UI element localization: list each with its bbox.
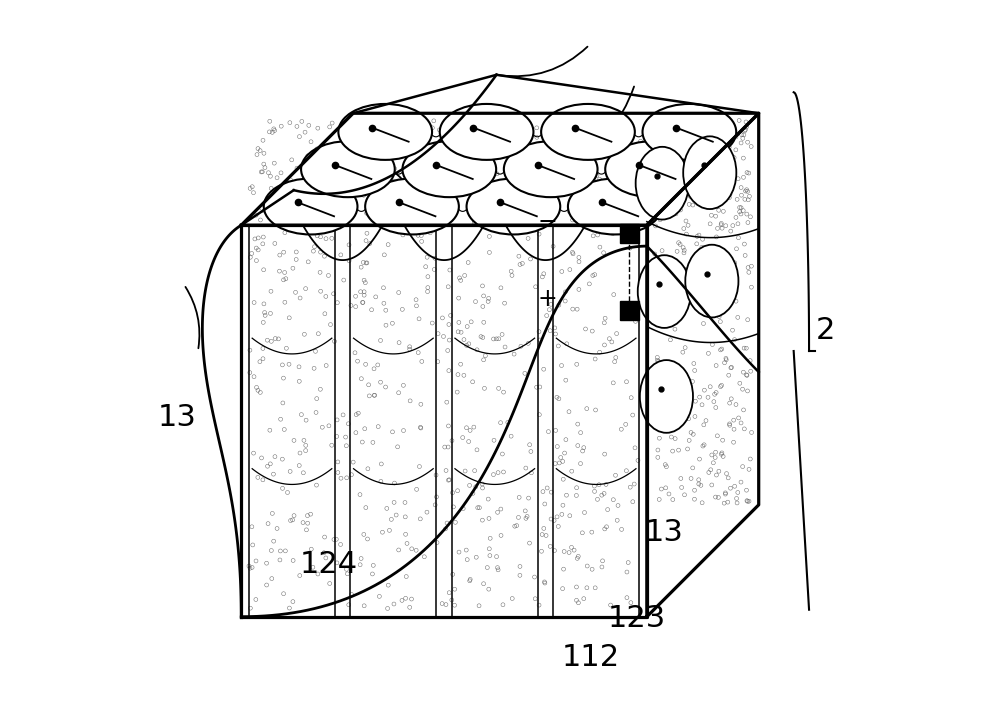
Text: +: + <box>538 286 557 310</box>
Ellipse shape <box>638 256 691 328</box>
Ellipse shape <box>264 178 357 234</box>
Text: 112: 112 <box>562 643 620 672</box>
Text: 2: 2 <box>815 315 835 345</box>
Ellipse shape <box>605 141 699 197</box>
Ellipse shape <box>636 147 689 220</box>
Ellipse shape <box>440 104 533 160</box>
Bar <box>620 224 639 244</box>
Ellipse shape <box>685 245 738 317</box>
Ellipse shape <box>301 141 395 197</box>
Ellipse shape <box>467 178 560 234</box>
Text: 124: 124 <box>300 550 358 578</box>
Ellipse shape <box>640 360 693 433</box>
Ellipse shape <box>365 178 459 234</box>
Ellipse shape <box>683 136 736 209</box>
Ellipse shape <box>402 141 496 197</box>
Bar <box>620 300 639 320</box>
Ellipse shape <box>504 141 598 197</box>
Ellipse shape <box>338 104 432 160</box>
Ellipse shape <box>541 104 635 160</box>
Ellipse shape <box>568 178 662 234</box>
Ellipse shape <box>643 104 736 160</box>
Text: 13: 13 <box>645 518 684 548</box>
Text: 13: 13 <box>158 403 196 432</box>
Text: 123: 123 <box>607 604 665 633</box>
Text: −: − <box>538 210 557 234</box>
